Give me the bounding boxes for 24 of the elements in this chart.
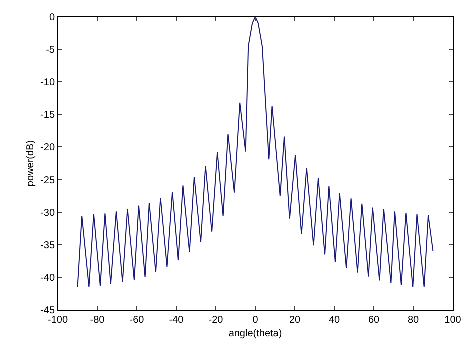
y-tick-label: -20 [40,142,56,154]
y-tick-label: -10 [40,78,56,89]
y-tick-label: -45 [40,306,56,316]
y-tick-label: -35 [40,240,56,252]
x-tick-label: 20 [289,315,301,326]
x-tick-label: -100 [48,315,68,326]
x-tick-label: -40 [169,315,184,326]
x-tick-label: -80 [90,315,106,326]
x-axis-title: angle(theta) [228,328,282,340]
line-series [77,17,434,288]
x-tick-label: 40 [328,315,340,326]
y-tick-label: -30 [40,208,56,219]
y-tick-label: 0 [49,12,56,24]
x-tick-label: 80 [408,315,420,326]
y-axis-title: power(dB) [26,140,37,187]
y-tick-label: -5 [46,45,56,56]
y-tick-label: -15 [40,110,56,122]
x-tick-label: -20 [208,315,224,326]
x-tick-label: 0 [252,315,259,326]
x-tick-label: 60 [368,315,380,326]
x-tick-label: 100 [444,315,462,326]
y-tick-label: -40 [40,272,56,284]
y-tick-label: -25 [40,175,56,186]
x-tick-label: -60 [130,315,145,326]
